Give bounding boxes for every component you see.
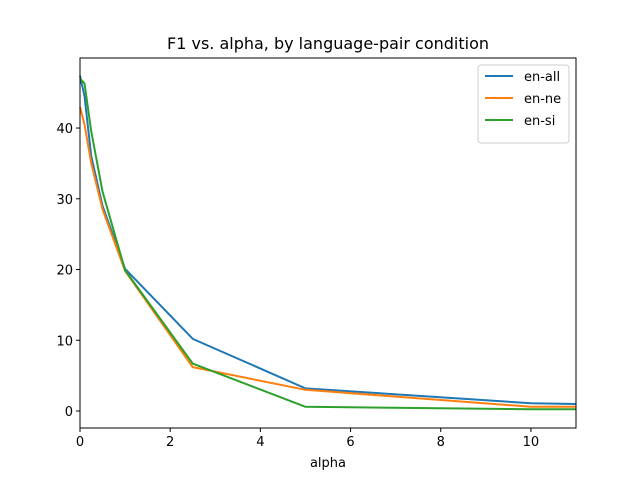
plot-frame <box>79 57 577 429</box>
x-tick-label: 6 <box>346 435 354 450</box>
series-line-en-ne <box>79 106 576 408</box>
x-tick-label: 0 <box>76 435 84 450</box>
x-axis-label: alpha <box>310 456 346 471</box>
chart-title: F1 vs. alpha, by language-pair condition <box>167 34 489 53</box>
x-tick-label: 2 <box>166 435 174 450</box>
legend-label-en-all: en-all <box>524 70 560 85</box>
y-tick-label: 30 <box>56 193 73 208</box>
series-line-en-si <box>79 77 576 411</box>
x-tick-label: 4 <box>256 435 264 450</box>
x-tick-label: 8 <box>437 435 445 450</box>
legend: en-all en-ne en-si <box>477 64 570 144</box>
series-lines <box>79 75 577 411</box>
x-tick-label: 10 <box>523 435 540 450</box>
y-tick-label: 40 <box>56 122 73 137</box>
x-axis: 0 2 4 6 8 10 <box>76 428 539 450</box>
y-axis: 0 10 20 30 40 <box>56 122 80 420</box>
y-tick-label: 0 <box>65 405 73 420</box>
y-tick-label: 10 <box>56 334 73 349</box>
legend-box <box>477 64 570 144</box>
legend-label-en-si: en-si <box>524 114 555 129</box>
legend-label-en-ne: en-ne <box>524 92 561 107</box>
y-tick-label: 20 <box>56 264 73 279</box>
